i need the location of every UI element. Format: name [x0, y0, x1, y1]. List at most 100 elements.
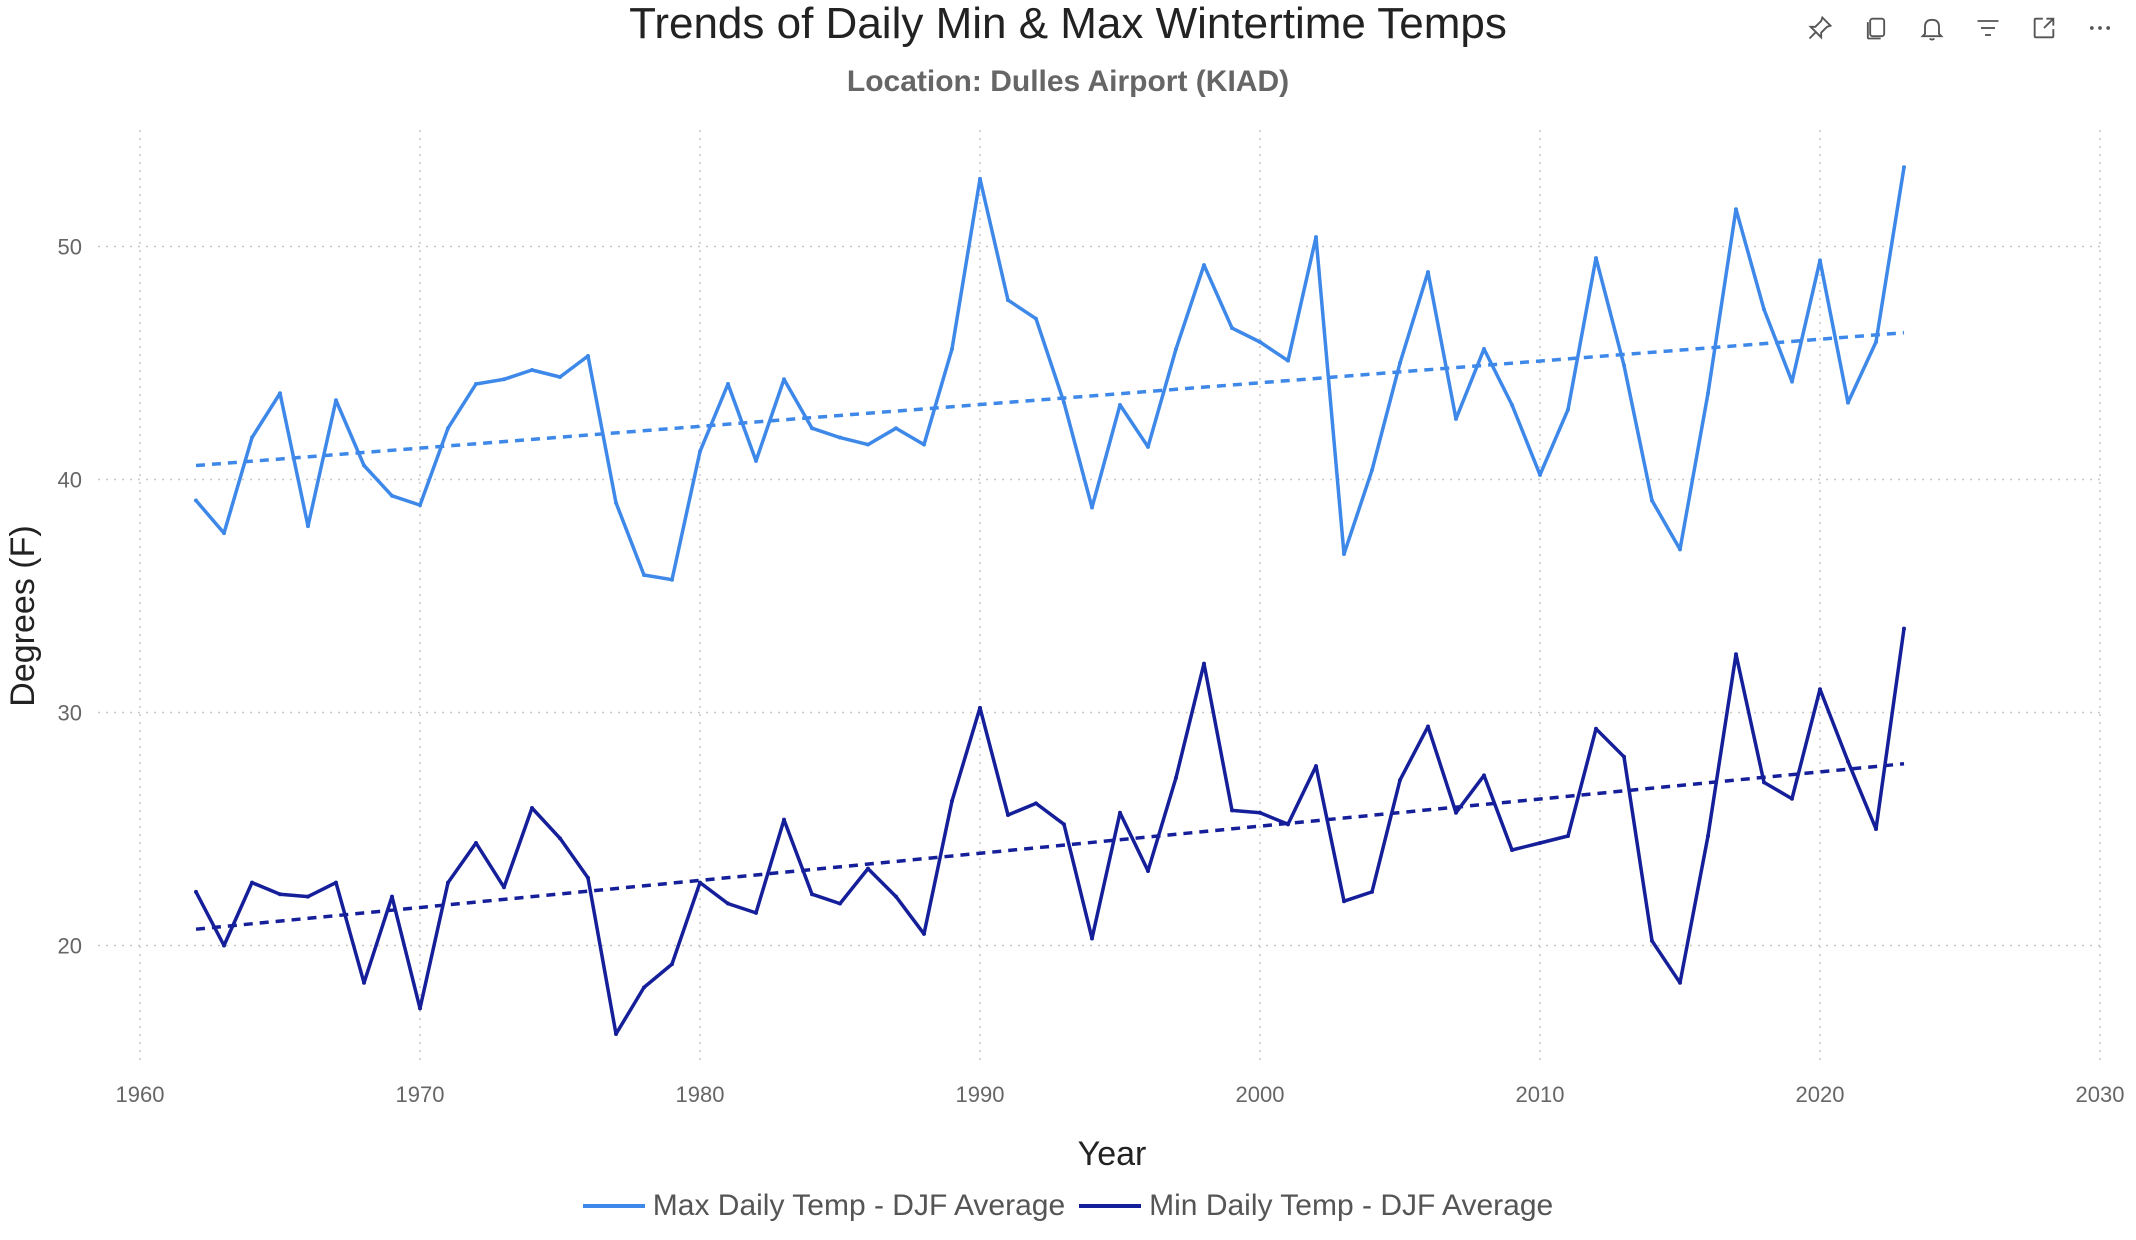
legend-item-min[interactable]: Min Daily Temp - DJF Average	[1079, 1188, 1553, 1224]
max-temp-data-point	[1286, 358, 1290, 363]
min-temp-data-point	[698, 880, 702, 885]
y-axis-title: Degrees (F)	[4, 525, 42, 706]
max-temp-data-point	[1230, 326, 1234, 331]
max-temp-data-point	[782, 377, 786, 382]
min-temp-trendline	[195, 762, 1905, 931]
max-temp-data-point	[1454, 416, 1458, 421]
x-tick-label: 1990	[956, 1082, 1005, 1107]
max-temp-data-point	[222, 531, 226, 536]
min-temp-data-point	[1482, 773, 1486, 778]
min-temp-data-point	[502, 885, 506, 890]
min-temp-data-point	[726, 901, 730, 906]
min-temp-data-point	[250, 880, 254, 885]
min-temp-data-point	[838, 901, 842, 906]
y-tick-label: 20	[58, 934, 82, 959]
y-tick-label: 50	[58, 235, 82, 260]
max-temp-data-point	[838, 435, 842, 440]
x-tick-label: 1980	[676, 1082, 725, 1107]
pin-icon	[1808, 15, 1833, 40]
max-temp-data-point	[1034, 316, 1038, 321]
trendlines	[195, 330, 1905, 931]
max-temp-data-point	[390, 493, 394, 498]
min-temp-data-point	[1622, 754, 1626, 759]
max-temp-data-point	[1258, 340, 1262, 345]
min-temp-data-point	[1314, 764, 1318, 769]
min-temp-data-point	[1510, 847, 1514, 852]
x-tick-label: 2010	[1516, 1082, 1565, 1107]
x-tick-label: 2000	[1236, 1082, 1285, 1107]
legend-swatch-max	[582, 1204, 645, 1208]
legend-item-max[interactable]: Max Daily Temp - DJF Average	[582, 1188, 1065, 1224]
y-tick-label: 40	[58, 468, 82, 493]
min-temp-data-point	[362, 980, 366, 985]
min-temp-data-point	[1202, 661, 1206, 666]
min-temp-data-point	[614, 1032, 618, 1037]
min-temp-data-point	[390, 894, 394, 899]
max-temp-data-point	[1594, 256, 1598, 261]
min-temp-data-point	[1790, 796, 1794, 801]
min-temp-data-point	[1874, 827, 1878, 831]
min-temp-data-point	[1650, 938, 1654, 943]
min-temp-data-point	[418, 1006, 422, 1011]
min-temp-data-point	[1706, 833, 1710, 838]
alert-button[interactable]	[1904, 6, 1960, 50]
min-temp-data-point	[474, 840, 478, 845]
min-temp-data-point	[978, 705, 982, 710]
series-lines	[194, 165, 1906, 1037]
max-temp-data-point	[950, 347, 954, 352]
max-temp-data-point	[306, 524, 310, 529]
max-temp-data-point	[978, 176, 982, 181]
max-temp-data-point	[1146, 444, 1150, 449]
min-temp-data-point	[866, 866, 870, 871]
y-tick-label: 30	[58, 701, 82, 726]
min-temp-data-point	[1370, 889, 1374, 894]
min-temp-data-point	[558, 836, 562, 841]
max-temp-data-point	[1342, 552, 1346, 557]
min-temp-data-point	[530, 806, 534, 811]
max-temp-data-point	[1678, 547, 1682, 552]
min-temp-series-line	[194, 626, 1906, 1036]
max-temp-trendline	[195, 330, 1905, 468]
chart-title: Trends of Daily Min & Max Wintertime Tem…	[629, 0, 1507, 48]
min-temp-data-point	[1426, 724, 1430, 729]
max-temp-data-point	[194, 498, 198, 503]
min-temp-data-point	[894, 894, 898, 899]
max-temp-series-line	[194, 165, 1906, 582]
max-temp-data-point	[1006, 298, 1010, 303]
min-temp-data-point	[1734, 652, 1738, 657]
max-temp-data-point	[1510, 402, 1514, 407]
x-tick-label: 1960	[116, 1082, 165, 1107]
copy-visual-button[interactable]	[1848, 6, 1904, 50]
pin-button[interactable]	[1792, 6, 1848, 50]
max-temp-data-point	[698, 449, 702, 454]
min-temp-data-point	[670, 962, 674, 967]
min-temp-data-point	[1762, 780, 1766, 785]
max-temp-data-point	[1202, 263, 1206, 268]
min-temp-data-point	[334, 880, 338, 885]
focus-mode-button[interactable]	[2016, 6, 2072, 50]
min-temp-data-point	[1678, 980, 1682, 985]
min-temp-data-point	[222, 943, 226, 948]
more-options-button[interactable]	[2072, 6, 2128, 50]
max-temp-data-point	[1706, 391, 1710, 396]
max-temp-data-point	[1790, 379, 1794, 384]
max-temp-data-point	[894, 426, 898, 431]
min-temp-data-point	[642, 985, 646, 990]
filter-button[interactable]	[1960, 6, 2016, 50]
min-temp-data-point	[754, 910, 758, 915]
max-temp-data-point	[922, 442, 926, 447]
max-temp-data-point	[1370, 468, 1374, 473]
max-temp-data-point	[558, 374, 562, 379]
max-temp-data-point	[754, 458, 758, 463]
min-temp-data-point	[1286, 822, 1290, 827]
visual-header-toolbar	[1792, 6, 2128, 50]
min-temp-data-point	[446, 880, 450, 885]
min-temp-data-point	[1230, 808, 1234, 813]
min-temp-data-point	[782, 817, 786, 822]
max-temp-data-point	[614, 500, 618, 505]
max-temp-data-point	[1118, 402, 1122, 407]
max-temp-data-point	[278, 391, 282, 396]
max-temp-data-point	[1062, 400, 1066, 405]
x-axis-title: Year	[1078, 1135, 1147, 1173]
max-temp-data-point	[474, 381, 478, 386]
